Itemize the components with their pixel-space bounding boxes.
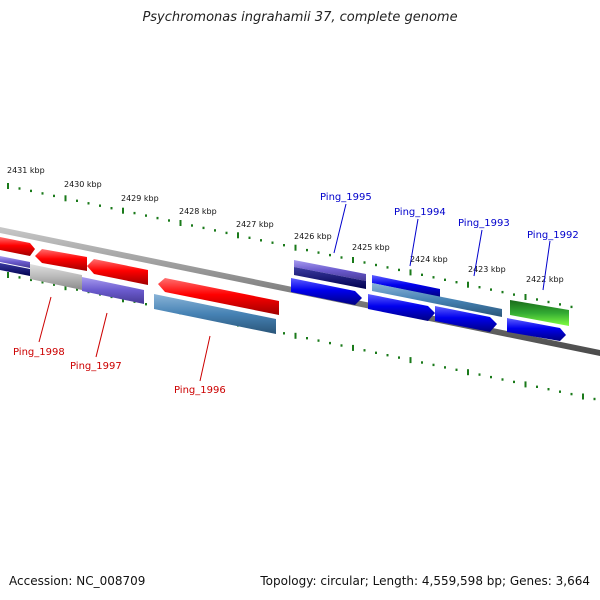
gene-feature[interactable] bbox=[507, 318, 566, 341]
scale-label: 2424 kbp bbox=[410, 255, 448, 264]
gene-label-ping-1997[interactable]: Ping_1997 bbox=[70, 361, 122, 372]
genome-summary-text: Topology: circular; Length: 4,559,598 bp… bbox=[260, 574, 590, 588]
scale-label: 2426 kbp bbox=[294, 232, 332, 241]
gene-label-ping-1993[interactable]: Ping_1993 bbox=[458, 218, 510, 229]
gene-feature-ping-1995[interactable] bbox=[294, 260, 366, 281]
gene-feature-ping-1997[interactable] bbox=[87, 259, 148, 285]
scale-label: 2428 kbp bbox=[179, 207, 217, 216]
gene-feature[interactable] bbox=[0, 256, 30, 268]
gene-label-ping-1992[interactable]: Ping_1992 bbox=[527, 230, 579, 241]
gene-feature[interactable] bbox=[368, 294, 435, 321]
gene-feature-ping-1996[interactable] bbox=[158, 278, 279, 315]
leader-line bbox=[95, 312, 108, 358]
gene-feature[interactable] bbox=[154, 294, 276, 334]
gene-feature[interactable] bbox=[82, 277, 144, 304]
gene-feature-ping-1993[interactable] bbox=[435, 306, 497, 332]
leader-line bbox=[199, 335, 211, 382]
gene-feature[interactable] bbox=[372, 283, 502, 317]
leader-line bbox=[409, 218, 419, 267]
gene-feature-ping-1992[interactable] bbox=[510, 300, 569, 326]
gene-feature[interactable] bbox=[30, 264, 82, 290]
gene-label-ping-1994[interactable]: Ping_1994 bbox=[394, 207, 446, 218]
scale-label: 2430 kbp bbox=[64, 180, 102, 189]
scale-label: 2423 kbp bbox=[468, 265, 506, 274]
gene-feature[interactable] bbox=[291, 278, 362, 305]
gene-feature[interactable] bbox=[294, 267, 366, 289]
forward-strand-features bbox=[291, 260, 569, 341]
scale-ticks-outer bbox=[7, 183, 573, 309]
gene-feature-ping-1994[interactable] bbox=[372, 275, 440, 297]
scale-label: 2427 kbp bbox=[236, 220, 274, 229]
scale-label: 2429 kbp bbox=[121, 194, 159, 203]
scale-label: 2431 kbp bbox=[7, 166, 45, 175]
gene-feature-ping-1998[interactable] bbox=[0, 237, 35, 256]
gene-label-ping-1995[interactable]: Ping_1995 bbox=[320, 192, 372, 203]
accession-text: Accession: NC_008709 bbox=[9, 574, 146, 588]
reverse-strand-features bbox=[0, 237, 279, 334]
leader-line bbox=[473, 229, 483, 277]
leader-line bbox=[542, 240, 551, 291]
gene-label-ping-1998[interactable]: Ping_1998 bbox=[13, 347, 65, 358]
scale-label: 2425 kbp bbox=[352, 243, 390, 252]
gene-feature[interactable] bbox=[35, 249, 87, 271]
gene-feature[interactable] bbox=[0, 263, 30, 276]
leader-line bbox=[333, 203, 347, 254]
map-title: Psychromonas ingrahamii 37, complete gen… bbox=[142, 10, 458, 25]
gene-label-ping-1996[interactable]: Ping_1996 bbox=[174, 385, 226, 396]
label-leaders bbox=[38, 203, 551, 382]
leader-line bbox=[38, 296, 52, 343]
